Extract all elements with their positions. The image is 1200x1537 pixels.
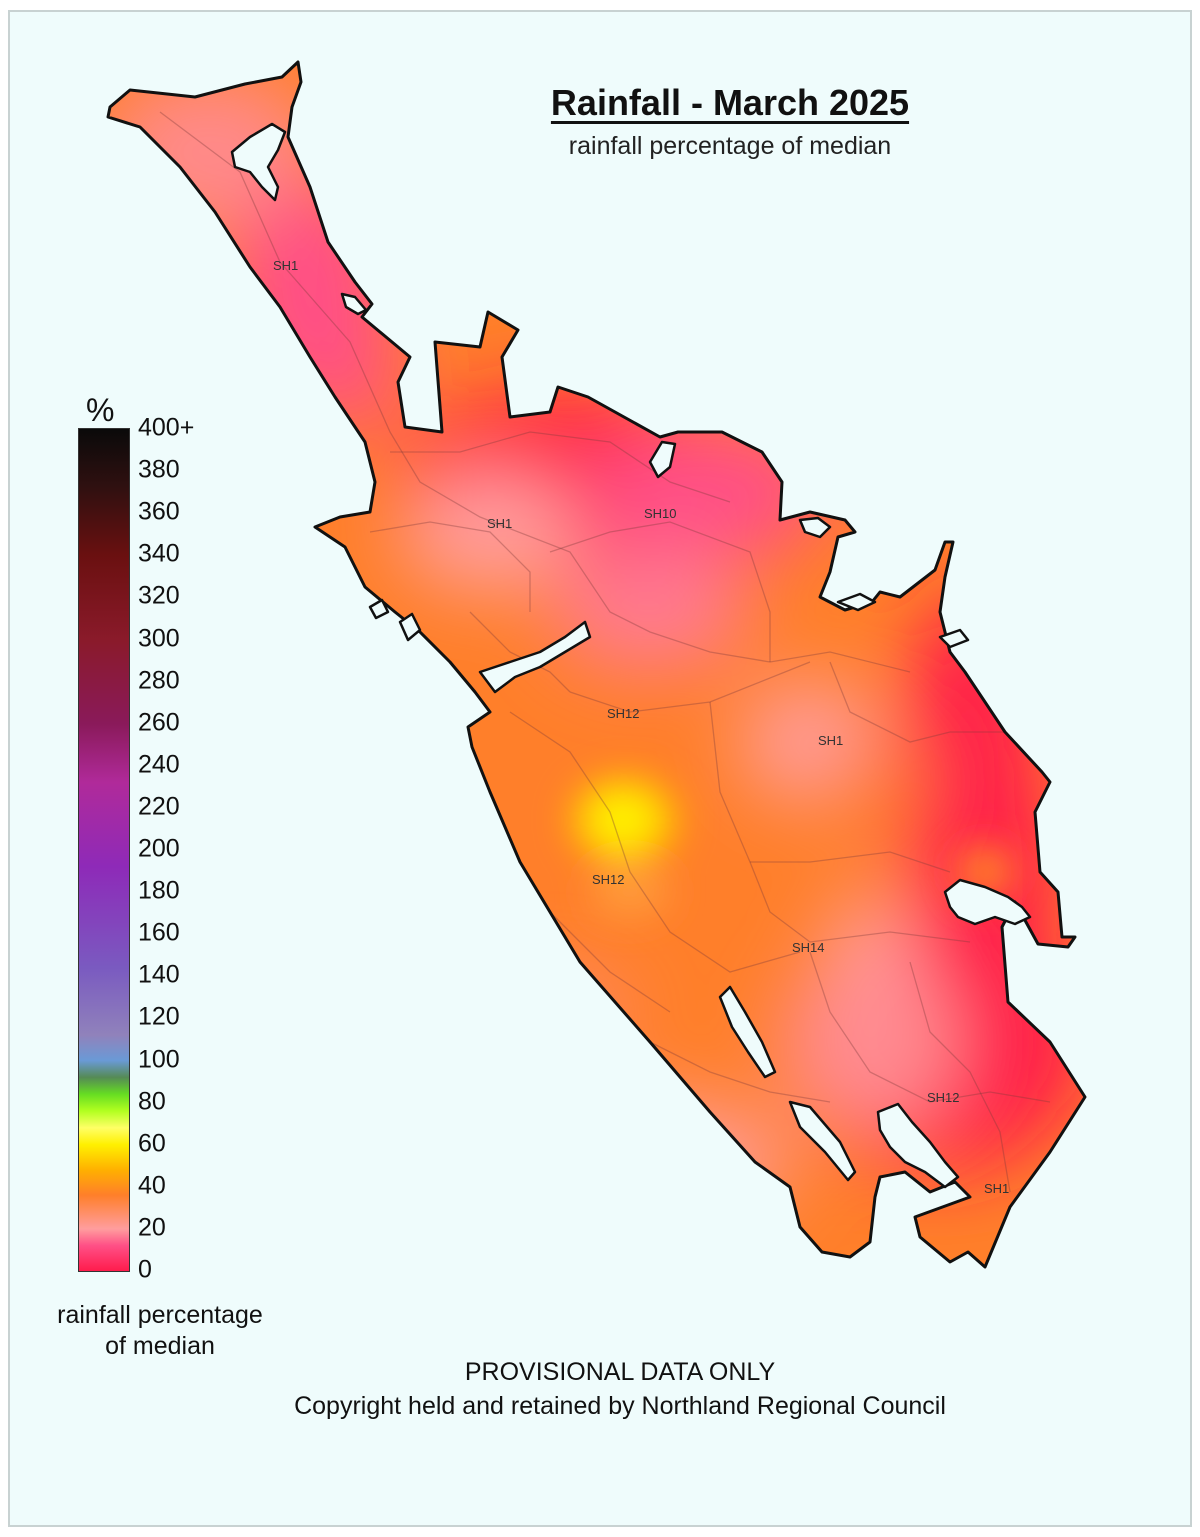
legend-tick-label: 180 — [138, 876, 180, 905]
legend-unit: % — [86, 392, 115, 428]
road-label-sh12-north: SH12 — [607, 706, 640, 721]
legend-tick-label: 60 — [138, 1129, 166, 1158]
legend-tick-label: 120 — [138, 1002, 180, 1031]
map-frame: SH1 SH1 SH10 SH12 SH1 SH12 SH14 SH12 SH1… — [8, 10, 1192, 1527]
harbours — [230, 122, 1032, 1189]
copyright-notice: Copyright held and retained by Northland… — [294, 1392, 946, 1420]
legend-tick-label: 320 — [138, 581, 180, 610]
legend-caption: rainfall percentage of median — [30, 1300, 290, 1363]
road-label-sh1-north: SH1 — [273, 258, 298, 273]
legend-tick-label: 80 — [138, 1087, 166, 1116]
road-label-sh10: SH10 — [644, 506, 677, 521]
legend-caption-line1: rainfall percentage — [57, 1301, 263, 1329]
coastline — [106, 60, 1087, 1269]
road-label-sh12-west: SH12 — [592, 872, 625, 887]
legend-caption-line2: of median — [105, 1332, 215, 1361]
legend-tick-label: 260 — [138, 708, 180, 737]
legend-color-bar — [78, 428, 130, 1272]
provisional-notice: PROVISIONAL DATA ONLY — [464, 1358, 776, 1386]
legend-tick-label: 200 — [138, 834, 180, 863]
legend-tick-label: 0 — [138, 1255, 152, 1284]
legend-tick-label: 280 — [138, 666, 180, 695]
road-label-sh1-far-north: SH1 — [487, 516, 512, 531]
map-title: Rainfall - March 2025 — [550, 82, 910, 123]
legend-tick-label: 220 — [138, 792, 180, 821]
legend-tick-label: 300 — [138, 624, 180, 652]
road-label-sh1-south: SH1 — [984, 1181, 1009, 1196]
legend-tick-label: 400+ — [138, 413, 195, 442]
road-label-sh12-south: SH12 — [927, 1090, 960, 1105]
legend-tick-label: 360 — [138, 497, 180, 526]
legend-tick-label: 380 — [138, 455, 180, 484]
road-labels: SH1 SH1 SH10 SH12 SH1 SH12 SH14 SH12 SH1 — [273, 258, 1009, 1196]
legend-tick-label: 340 — [138, 539, 180, 568]
legend-tick-label: 160 — [138, 918, 180, 947]
road-label-sh1-mid: SH1 — [818, 733, 843, 748]
rainfall-map: SH1 SH1 SH10 SH12 SH1 SH12 SH14 SH12 SH1 — [106, 60, 1087, 1269]
road-label-sh14: SH14 — [792, 940, 825, 955]
legend-tick-label: 140 — [138, 960, 180, 989]
legend-tick-label: 240 — [138, 750, 180, 779]
legend-tick-label: 20 — [138, 1213, 166, 1242]
map-subtitle: rainfall percentage of median — [568, 132, 892, 160]
road-lines — [159, 111, 1051, 1193]
legend-tick-label: 100 — [138, 1045, 180, 1073]
legend-tick-label: 40 — [138, 1171, 166, 1200]
